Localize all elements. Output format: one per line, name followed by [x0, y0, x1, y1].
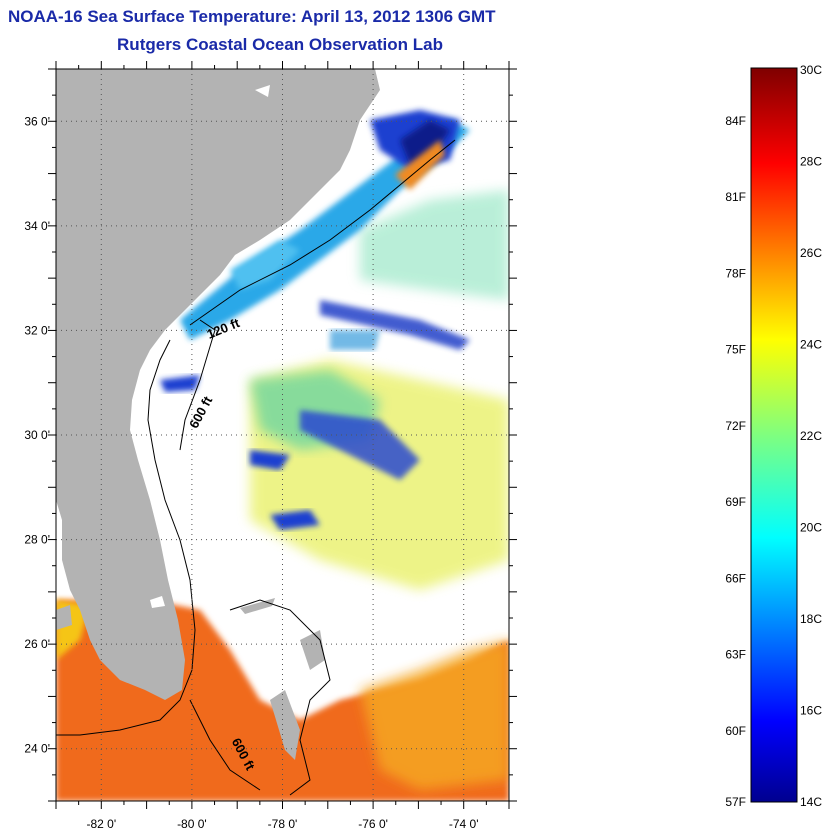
contour-600ft-north — [179, 319, 216, 451]
offshore-cyan-region — [360, 190, 509, 300]
lon-tick-label: -80 0' — [177, 817, 207, 831]
lake-spot-1 — [255, 85, 270, 97]
cold-streak-2 — [300, 410, 420, 480]
lat-tick-label: 32 0' — [24, 323, 50, 337]
lat-tick-label: 28 0' — [24, 533, 50, 547]
land-bahamas-2 — [270, 690, 300, 760]
colorbar-celsius-label: 18C — [800, 612, 822, 626]
lat-axis: 36 0' 34 0' 32 0' 30 0' 28 0' 26 0' 24 0' — [24, 68, 517, 802]
contour-600ft-south — [189, 699, 261, 791]
lon-tick-label: -76 0' — [358, 817, 388, 831]
colorbar-celsius-label: 14C — [800, 795, 822, 809]
lon-tick-label: -78 0' — [268, 817, 298, 831]
colorbar-fahrenheit-label: 75F — [725, 343, 746, 357]
land-bahamas-1 — [300, 630, 325, 670]
lon-tick-label: -74 0' — [449, 817, 479, 831]
lat-tick-label: 34 0' — [24, 219, 50, 233]
cool-patch-6 — [330, 330, 380, 350]
colorbar-fahrenheit-label: 57F — [725, 795, 746, 809]
colorbar-fahrenheit-label: 78F — [725, 266, 746, 280]
page-title: NOAA-16 Sea Surface Temperature: April 1… — [8, 7, 496, 26]
warm-yellow-region — [360, 640, 509, 790]
colorbar-fahrenheit-label: 81F — [725, 190, 746, 204]
colorbar-celsius-label: 20C — [800, 521, 822, 535]
colorbar-celsius-labels: 30C 28C 26C 24C 22C 20C 18C 16C 14C — [800, 63, 822, 809]
colorbar-celsius-label: 26C — [800, 246, 822, 260]
contour-600ft-west — [56, 339, 196, 736]
cold-streak-1 — [320, 300, 470, 350]
cold-patch-3 — [250, 450, 290, 470]
colorbar-fahrenheit-label: 60F — [725, 724, 746, 738]
lat-tick-label: 26 0' — [24, 637, 50, 651]
colorbar-celsius-label: 28C — [800, 155, 822, 169]
colorbar-fahrenheit-label: 63F — [725, 648, 746, 662]
land-mainland — [56, 69, 380, 700]
contour-120ft — [189, 139, 456, 326]
contour-bahamas — [229, 599, 331, 796]
lat-tick-label: 36 0' — [24, 114, 50, 128]
colorbar-fahrenheit-label: 69F — [725, 495, 746, 509]
lake-okeechobee — [150, 596, 165, 608]
colorbar-fahrenheit-label: 84F — [725, 114, 746, 128]
gulf-stream-edge — [395, 140, 445, 190]
lon-axis: -82 0' -80 0' -78 0' -76 0' -74 0' — [55, 61, 510, 831]
cool-bay-water — [230, 240, 300, 290]
colorbar — [750, 67, 798, 803]
colorbar-celsius-label: 24C — [800, 338, 822, 352]
page-subtitle: Rutgers Coastal Ocean Observation Lab — [117, 35, 443, 54]
colorbar-fahrenheit-label: 72F — [725, 419, 746, 433]
colorbar-celsius-label: 22C — [800, 429, 822, 443]
coldest-water — [400, 120, 450, 165]
map-grid — [56, 69, 509, 801]
colorbar-celsius-label: 30C — [800, 63, 822, 77]
lat-tick-label: 24 0' — [24, 742, 50, 756]
land-gulf-island — [56, 605, 72, 630]
lon-tick-label: -82 0' — [86, 817, 116, 831]
cold-patch-5 — [160, 375, 200, 392]
colorbar-fahrenheit-labels: 84F 81F 78F 75F 72F 69F 66F 63F 60F 57F — [725, 114, 746, 809]
lat-tick-label: 30 0' — [24, 428, 50, 442]
colorbar-celsius-label: 16C — [800, 704, 822, 718]
colorbar-fahrenheit-label: 66F — [725, 571, 746, 585]
